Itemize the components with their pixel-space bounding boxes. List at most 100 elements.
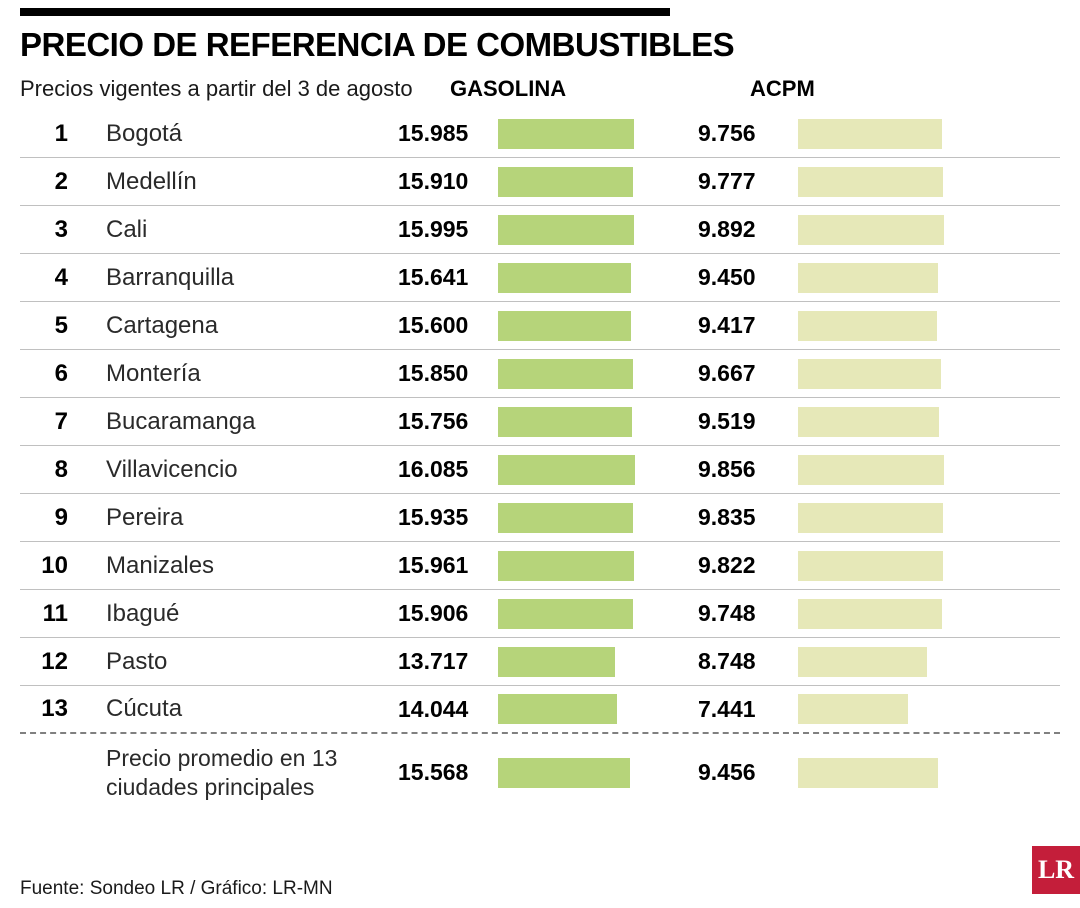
rank-cell: 3 — [20, 216, 78, 244]
gasolina-bar-wrap — [498, 167, 668, 197]
acpm-bar-wrap — [798, 503, 968, 533]
acpm-bar — [798, 119, 942, 149]
gasolina-value: 15.910 — [398, 168, 498, 195]
gasolina-value: 16.085 — [398, 456, 498, 483]
rank-cell: 5 — [20, 312, 78, 340]
table-row: 3Cali15.995 9.892 — [20, 206, 1060, 254]
acpm-bar — [798, 551, 943, 581]
acpm-group: 8.748 — [698, 647, 998, 677]
rank-cell: 7 — [20, 408, 78, 436]
gasolina-value: 15.850 — [398, 360, 498, 387]
acpm-group: 9.748 — [698, 599, 998, 629]
gasolina-value: 15.600 — [398, 312, 498, 339]
acpm-bar — [798, 599, 942, 629]
table-row: 12Pasto13.7178.748 — [20, 638, 1060, 686]
gasolina-value: 15.641 — [398, 264, 498, 291]
summary-gasolina-value: 15.568 — [398, 759, 498, 786]
acpm-bar — [798, 407, 939, 437]
column-header-acpm: ACPM — [750, 76, 1050, 102]
acpm-value: 7.441 — [698, 696, 798, 723]
acpm-group: 9.667 — [698, 359, 998, 389]
city-cell: Barranquilla — [78, 264, 398, 292]
acpm-group: 9.756 — [698, 119, 998, 149]
gasolina-group: 15.961 — [398, 551, 698, 581]
acpm-bar — [798, 167, 943, 197]
acpm-bar-wrap — [798, 311, 968, 341]
gasolina-value: 15.995 — [398, 216, 498, 243]
table-row: 7Bucaramanga15.7569.519 — [20, 398, 1060, 446]
acpm-value: 9.450 — [698, 264, 798, 291]
gasolina-bar-wrap — [498, 119, 668, 149]
city-cell: Pereira — [78, 504, 398, 532]
header-row: Precios vigentes a partir del 3 de agost… — [20, 76, 1060, 102]
city-cell: Montería — [78, 360, 398, 388]
acpm-value: 9.835 — [698, 504, 798, 531]
acpm-bar-wrap — [798, 599, 968, 629]
gasolina-group: 15.995 — [398, 215, 698, 245]
rank-cell: 2 — [20, 168, 78, 196]
rank-cell: 13 — [20, 695, 78, 723]
acpm-group: 9.892 — [698, 215, 998, 245]
table-row: 5Cartagena15.6009.417 — [20, 302, 1060, 350]
city-cell: Cartagena — [78, 312, 398, 340]
chart-title: PRECIO DE REFERENCIA DE COMBUSTIBLES — [20, 26, 1060, 64]
gasolina-bar-wrap — [498, 503, 668, 533]
acpm-group: 7.441 — [698, 694, 998, 724]
gasolina-value: 15.961 — [398, 552, 498, 579]
data-rows-container: 1Bogotá15.9859.7562Medellín15.9109.7773C… — [20, 110, 1060, 734]
rank-cell: 10 — [20, 552, 78, 580]
gasolina-group: 14.044 — [398, 694, 698, 724]
acpm-bar-wrap — [798, 263, 968, 293]
table-row: 10Manizales15.9619.822 — [20, 542, 1060, 590]
acpm-bar-wrap — [798, 551, 968, 581]
gasolina-bar — [498, 359, 633, 389]
gasolina-group: 15.985 — [398, 119, 698, 149]
gasolina-bar-wrap — [498, 359, 668, 389]
gasolina-group: 15.600 — [398, 311, 698, 341]
rank-cell: 6 — [20, 360, 78, 388]
gasolina-bar-wrap — [498, 647, 668, 677]
gasolina-value: 15.985 — [398, 120, 498, 147]
rank-cell: 12 — [20, 648, 78, 676]
gasolina-bar — [498, 167, 633, 197]
gasolina-group: 15.850 — [398, 359, 698, 389]
summary-row: Precio promedio en 13 ciudades principal… — [20, 734, 1060, 806]
gasolina-value: 14.044 — [398, 696, 498, 723]
gasolina-bar — [498, 647, 615, 677]
publisher-logo: LR — [1032, 846, 1080, 894]
acpm-value: 9.856 — [698, 456, 798, 483]
table-row: 4Barranquilla15.6419.450 — [20, 254, 1060, 302]
gasolina-bar-wrap — [498, 215, 668, 245]
city-cell: Ibagué — [78, 600, 398, 628]
summary-acpm-bar-wrap — [798, 758, 968, 788]
gasolina-group: 15.910 — [398, 167, 698, 197]
city-cell: Pasto — [78, 648, 398, 676]
summary-acpm-bar — [798, 758, 938, 788]
top-accent-bar — [20, 8, 670, 16]
gasolina-bar — [498, 503, 633, 533]
table-row: 8Villavicencio16.0859.856 — [20, 446, 1060, 494]
gasolina-bar — [498, 455, 635, 485]
rank-cell: 11 — [20, 600, 78, 628]
acpm-bar-wrap — [798, 167, 968, 197]
gasolina-bar-wrap — [498, 407, 668, 437]
gasolina-group: 15.756 — [398, 407, 698, 437]
acpm-bar-wrap — [798, 407, 968, 437]
acpm-value: 9.822 — [698, 552, 798, 579]
acpm-group: 9.822 — [698, 551, 998, 581]
rank-cell: 1 — [20, 120, 78, 148]
acpm-group: 9.856 — [698, 455, 998, 485]
table-row: 9Pereira15.9359.835 — [20, 494, 1060, 542]
gasolina-bar — [498, 407, 632, 437]
summary-label: Precio promedio en 13 ciudades principal… — [20, 744, 398, 802]
city-cell: Cali — [78, 216, 398, 244]
acpm-bar-wrap — [798, 694, 968, 724]
gasolina-bar — [498, 263, 631, 293]
gasolina-bar — [498, 694, 617, 724]
table-row: 13Cúcuta14.0447.441 — [20, 686, 1060, 734]
gasolina-bar — [498, 311, 631, 341]
summary-gasolina-bar-wrap — [498, 758, 668, 788]
acpm-value: 9.667 — [698, 360, 798, 387]
column-header-gasolina: GASOLINA — [450, 76, 750, 102]
summary-acpm-value: 9.456 — [698, 759, 798, 786]
